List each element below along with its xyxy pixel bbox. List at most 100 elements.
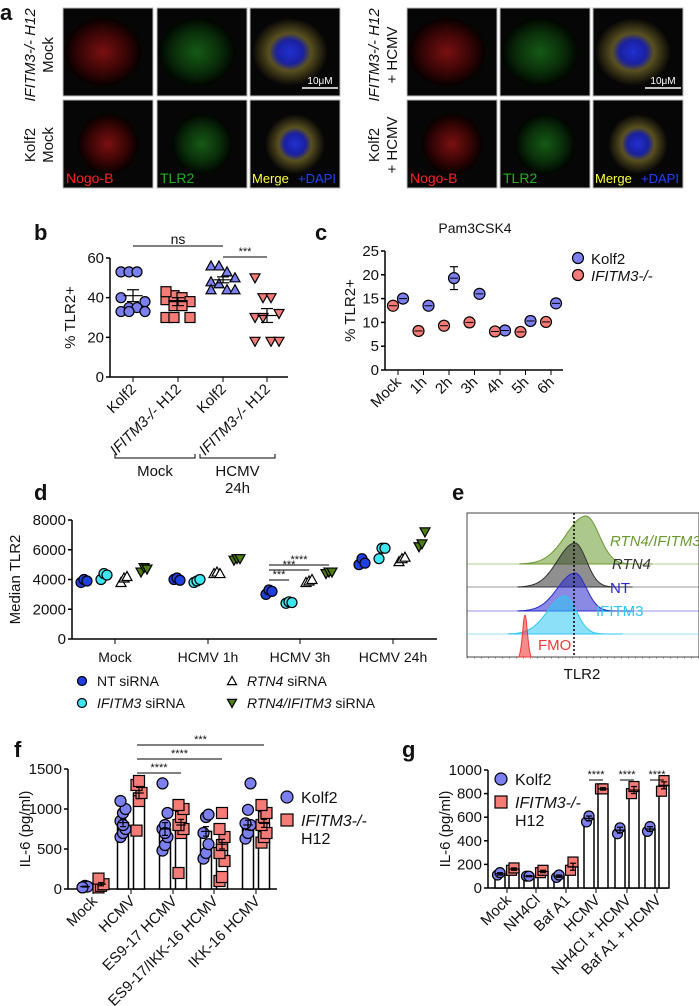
- bar: [132, 792, 146, 890]
- bar: [597, 788, 609, 889]
- data-point: [212, 259, 226, 271]
- data-point: [266, 585, 278, 598]
- significance-label: ****: [648, 769, 666, 781]
- significance-label: ****: [150, 762, 168, 774]
- significance-label: ***: [273, 569, 287, 581]
- legend-label: IFITM3-/-: [301, 813, 367, 830]
- data-point: [114, 794, 127, 808]
- y-axis-label: IL-6 (pg/ml): [437, 791, 454, 868]
- cell-image: [172, 114, 232, 174]
- data-point: [248, 336, 262, 348]
- x-tick-label: 6h: [534, 374, 558, 398]
- data-point: [256, 293, 270, 304]
- y-tick-label: 0: [54, 881, 62, 898]
- chart-title: Pam3CSK4: [438, 220, 511, 236]
- data-point: [140, 564, 154, 576]
- data-point: [168, 311, 180, 324]
- histogram-label: FMO: [538, 637, 571, 654]
- histogram-rtn4: [517, 542, 632, 588]
- data-point: [241, 803, 255, 816]
- data-point: [132, 774, 146, 788]
- data-point: [418, 527, 432, 539]
- cell-image: [608, 114, 668, 174]
- significance-label: ****: [171, 748, 189, 760]
- y-tick-label: 400: [457, 833, 482, 850]
- cell-image: [252, 18, 328, 86]
- cell-image: [265, 114, 325, 174]
- data-point: [123, 305, 135, 318]
- y-tick-label: 1500: [29, 761, 62, 778]
- y-axis-label: % TLR2+: [62, 286, 79, 349]
- data-point: [204, 259, 218, 271]
- row-label: Kolf2: [366, 128, 383, 162]
- data-point: [160, 286, 172, 298]
- legend-label: IFITM3 siRNA: [97, 695, 186, 711]
- x-tick-label: Kolf2: [104, 381, 140, 417]
- legend-marker: [76, 675, 88, 687]
- data-point: [184, 311, 196, 324]
- legend-marker: [280, 813, 294, 827]
- row-label: + HCMV: [384, 26, 401, 83]
- legend-label-line2: H12: [301, 831, 330, 848]
- data-point: [81, 575, 93, 587]
- data-point: [202, 808, 215, 821]
- data-point: [272, 308, 286, 320]
- data-point: [131, 266, 143, 278]
- cell-image: [595, 18, 671, 86]
- significance-label: ****: [618, 769, 636, 781]
- legend-marker: [76, 697, 88, 709]
- channel-label-merge: Merge: [595, 171, 632, 186]
- x-tick-label: Kolf2: [194, 381, 230, 417]
- y-tick-label: 0: [96, 369, 104, 386]
- y-axis-label: Median TLR2: [7, 535, 24, 625]
- y-tick-label: 10: [362, 314, 379, 331]
- data-point: [272, 336, 286, 348]
- data-point: [655, 785, 668, 797]
- y-tick-label: 0: [474, 880, 482, 897]
- legend-label: IFITM3-/-: [591, 268, 653, 285]
- row-label: + HCMV: [384, 116, 401, 173]
- legend-label-suffix: siRNA: [141, 695, 185, 711]
- panel-letter-c: c: [315, 220, 327, 245]
- histogram-label: IFITM3: [596, 603, 644, 620]
- cell-image: [78, 114, 138, 174]
- panel-c: c Pam3CSK4 0 5 10 15 20 25 % TLR2+ Mock 1h 2h 3h 4h 5h…: [315, 220, 653, 411]
- significance-label: ****: [587, 769, 605, 781]
- y-tick-label: 60: [87, 250, 104, 267]
- data-point: [359, 557, 371, 569]
- x-tick-label: Mock: [367, 373, 405, 411]
- histogram-label: RTN4/IFITM3: [610, 533, 699, 550]
- data-point: [213, 567, 227, 579]
- data-point: [204, 283, 218, 295]
- data-point: [213, 822, 226, 836]
- x-tick-label: 4h: [483, 374, 507, 398]
- legend-label-suffix: siRNA: [332, 695, 376, 711]
- panel-e: e RTN4/IFITM3 RTN4 NT IFITM3 FMO TLR2: [452, 480, 699, 683]
- bar: [628, 789, 640, 889]
- x-tick-label: 5h: [509, 374, 533, 398]
- panel-letter-a: a: [0, 0, 13, 25]
- x-tick-label: HCMV 1h: [178, 649, 239, 665]
- data-point: [228, 283, 242, 295]
- panel-a: a IFITM3-/- H12 Mock Kolf2 Mock IFITM3-/…: [0, 0, 684, 189]
- y-tick-label: 800: [457, 786, 482, 803]
- data-point: [248, 273, 262, 285]
- data-point: [130, 824, 143, 837]
- y-tick-label: 600: [457, 809, 482, 826]
- y-tick-label: 200: [457, 856, 482, 873]
- y-tick-label: 20: [362, 267, 379, 284]
- panel-d: d 0 2000 4000 6000 8000 Median TLR2 Mock HCMV 1h…: [7, 480, 437, 711]
- row-label: Mock: [40, 127, 57, 163]
- y-tick-label: 15: [362, 291, 379, 308]
- cell-image: [422, 114, 482, 174]
- y-tick-label: 4000: [33, 572, 66, 589]
- legend-marker: [494, 795, 508, 809]
- histogram-label: RTN4: [612, 556, 651, 573]
- y-tick-label: 1000: [29, 801, 62, 818]
- group-label: HCMV: [215, 463, 259, 480]
- legend-label: Kolf2: [301, 790, 338, 807]
- channel-label-tlr2: TLR2: [160, 170, 194, 186]
- data-point: [264, 293, 278, 304]
- data-point: [174, 574, 186, 586]
